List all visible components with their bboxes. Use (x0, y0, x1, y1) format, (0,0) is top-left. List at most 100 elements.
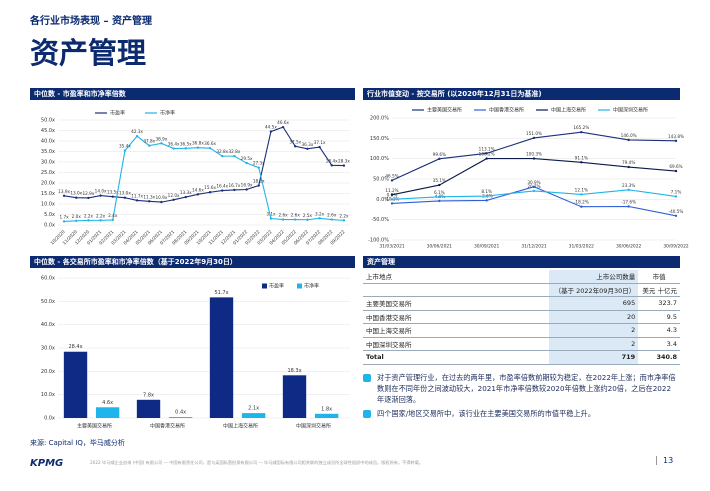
data-label: 23.3% (622, 183, 635, 188)
data-label: 15.6x (204, 185, 216, 190)
cell: 9.5 (638, 310, 680, 324)
y-tick-label: 10.0x (41, 202, 55, 208)
point (438, 199, 441, 203)
data-label: 13.0x (70, 191, 82, 196)
point (99, 219, 102, 222)
data-label: 28.4x (326, 158, 338, 163)
point (208, 146, 212, 150)
point (184, 195, 187, 199)
bullet-text: 对于资产管理行业，在过去的两年里，市盈率倍数前期较为稳定，在2022年上涨；而市… (377, 373, 676, 404)
point (294, 145, 297, 148)
bar (314, 413, 339, 418)
data-label: 143.8% (668, 134, 684, 139)
data-label: 2.6x (291, 213, 301, 218)
data-label: 13.0x (119, 191, 131, 196)
point (135, 199, 139, 202)
data-label: -18.2% (574, 200, 589, 205)
kicker: 各行业市场表现 – 资产管理 (30, 16, 152, 27)
point (99, 194, 102, 197)
data-label: 11.2% (385, 188, 398, 193)
cell: 中国上海交易所 (363, 323, 549, 338)
cell: 中国香港交易所 (363, 310, 549, 324)
point (245, 161, 248, 165)
x-tick-label: 中国香港交易所 (150, 423, 185, 430)
data-label: 18.3x (287, 368, 301, 374)
bullet: 四个国家/地区交易所中，该行业在主要美国交易所的市值平稳上升。 (363, 408, 677, 419)
point (196, 146, 200, 149)
bar (168, 417, 193, 418)
data-label: 13.5x (107, 190, 119, 195)
point (627, 138, 630, 142)
data-label: 12.9x (83, 191, 95, 196)
y-tick-label: 60.0x (41, 276, 55, 282)
point (438, 157, 441, 161)
point (184, 147, 187, 150)
data-label: 2.2x (96, 213, 106, 218)
panel-header: 资产管理 (363, 256, 680, 268)
data-label: 2.4x (108, 213, 118, 218)
data-label: 146.0% (621, 133, 637, 138)
y-tick-label: 50.0% (373, 177, 389, 183)
point (390, 202, 394, 205)
y-tick-label: 0.0% (376, 197, 389, 203)
data-label: 1.8x (321, 406, 332, 412)
data-label: 100.2% (479, 152, 495, 157)
data-label: 37.8x (143, 139, 155, 144)
page-number: 13 (656, 456, 673, 465)
data-label: 10.9x (156, 195, 168, 200)
point (485, 157, 488, 160)
data-label: 4.6x (102, 400, 113, 406)
x-tick-label: 31/03/2022 (569, 244, 595, 250)
x-tick-label: 31/03/2021 (379, 244, 405, 250)
point (580, 205, 583, 208)
data-label: 35.4x (119, 144, 131, 149)
legend-label: 市净率 (304, 283, 319, 290)
legend-label: 市净率 (160, 110, 175, 117)
point (318, 145, 321, 149)
legend-label: 市盈率 (269, 283, 284, 290)
source: 来源: Capital IQ，毕马威分析 (30, 439, 125, 447)
y-tick-label: 200.0% (370, 116, 389, 122)
point (111, 195, 114, 198)
data-label: -40.5% (669, 209, 684, 214)
point (148, 144, 151, 147)
point (62, 194, 66, 198)
data-label: 36.4x (168, 142, 180, 147)
legend-label: 主要美国交易所 (427, 107, 462, 114)
cell: 20 (549, 310, 639, 324)
data-label: 2.2x (339, 213, 349, 218)
y-tick-label: 15.0x (41, 191, 55, 197)
data-label: -17.6% (621, 199, 636, 204)
data-label: 2.2x (84, 213, 94, 218)
x-tick-label: 中国深圳交易所 (296, 423, 331, 430)
legend-label: 中国深圳交易所 (613, 107, 648, 114)
th: 市值 (638, 270, 680, 284)
point (233, 188, 236, 192)
data-label: 2.1x (248, 406, 259, 412)
y-tick-label: 10.0x (41, 392, 55, 398)
legend-label: 中国香港交易所 (489, 107, 524, 114)
data-label: 79.4% (622, 160, 635, 165)
point (485, 199, 488, 202)
bullet-text: 四个国家/地区交易所中，该行业在主要美国交易所的市值平稳上升。 (377, 409, 596, 418)
table: 上市地点 上市公司数量 市值 （基于 2022年09月30日） 美元 十亿元 主要美国… (363, 270, 680, 365)
point (257, 184, 260, 187)
data-label: 2.6x (327, 213, 337, 218)
data-label: 51.7x (214, 290, 228, 296)
point (233, 154, 236, 158)
data-label: 46.6x (277, 120, 289, 125)
y-tick-label: 30.0x (41, 346, 55, 352)
y-tick-label: 25.0x (41, 170, 55, 176)
bar (209, 297, 234, 418)
point (532, 157, 536, 160)
data-label: 37.5x (289, 139, 301, 144)
y-tick-label: 100.0% (370, 156, 389, 162)
y-tick-label: 50.0x (41, 299, 55, 305)
cell: 2 (549, 337, 639, 351)
point (390, 179, 394, 182)
data-label: 3.2x (315, 211, 325, 216)
data-label: 165.2% (573, 125, 589, 130)
data-label: 2.0x (72, 214, 82, 219)
point (438, 183, 441, 187)
point (172, 147, 175, 150)
